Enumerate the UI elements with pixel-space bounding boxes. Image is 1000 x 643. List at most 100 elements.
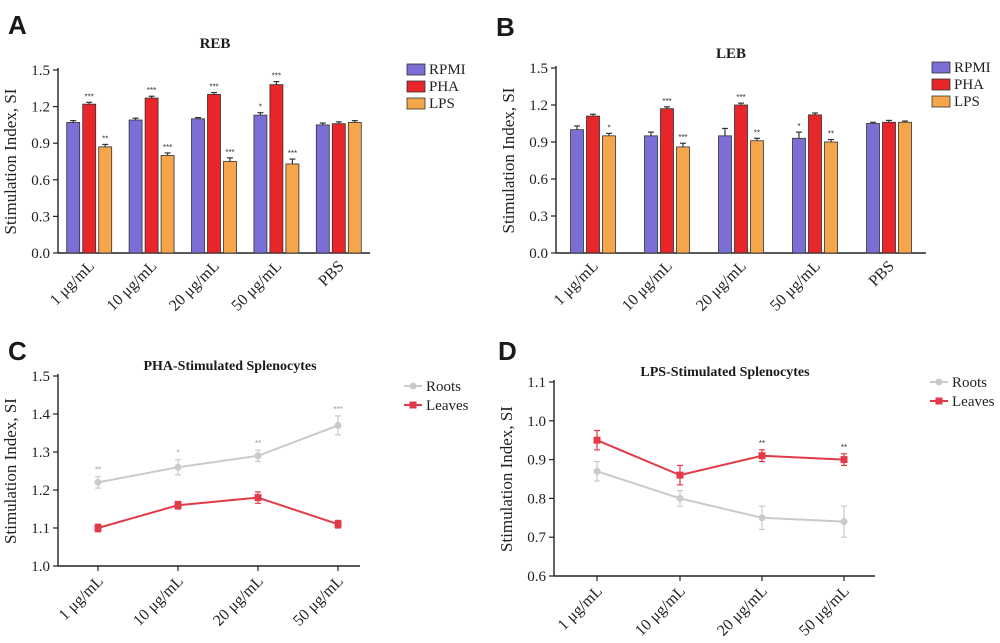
data-point <box>254 494 262 502</box>
legend-swatch <box>931 78 951 91</box>
legend-label: LPS <box>429 96 455 112</box>
y-tick-label: 1.1 <box>31 521 50 537</box>
bar <box>347 122 362 254</box>
data-point <box>758 452 766 460</box>
x-tick-label: 50 μg/mL <box>796 583 853 640</box>
x-tick-label: 10 μg/mL <box>104 258 161 315</box>
legend-label: LPS <box>954 94 980 110</box>
significance-marker: *** <box>662 97 671 106</box>
x-tick-label: 10 μg/mL <box>619 258 676 315</box>
data-point <box>174 463 182 471</box>
y-axis-label: Stimulation Index, SI <box>1 88 20 234</box>
chart-title: PHA-Stimulated Splenocytes <box>143 359 317 374</box>
series-line <box>97 496 339 529</box>
significance-marker: * <box>259 103 262 112</box>
y-axis-label: Stimulation Index, SI <box>1 398 20 544</box>
x-tick-label: 1 μg/mL <box>555 583 606 634</box>
x-tick-label: 50 μg/mL <box>767 258 824 315</box>
bar <box>792 137 806 254</box>
data-point <box>758 514 766 522</box>
bar <box>898 121 912 254</box>
series-line <box>596 470 845 523</box>
bar <box>676 146 690 254</box>
x-tick-label: 20 μg/mL <box>693 258 750 315</box>
y-tick-label: 1.0 <box>527 414 546 430</box>
significance-marker: ** <box>102 134 108 143</box>
data-point <box>334 520 342 528</box>
y-tick-label: 0.9 <box>529 135 548 151</box>
data-point <box>676 494 684 502</box>
bar <box>331 123 346 254</box>
y-tick-label: 1.0 <box>31 559 50 575</box>
data-point <box>676 471 684 479</box>
bar <box>315 124 330 254</box>
data-point <box>174 501 182 509</box>
y-axis-label: Stimulation Index, SI <box>497 406 516 552</box>
bar <box>253 114 268 254</box>
panel-letter-d: D <box>498 336 517 366</box>
x-tick-label: 1 μg/mL <box>47 258 98 309</box>
y-tick-label: 1.1 <box>527 375 546 391</box>
x-tick-label: 20 μg/mL <box>714 583 771 640</box>
legend-marker <box>935 378 943 386</box>
legend-label: RPMI <box>429 62 466 78</box>
significance-marker: ** <box>759 439 765 448</box>
significance-marker: * <box>176 449 179 458</box>
y-tick-label: 0.8 <box>527 491 546 507</box>
y-tick-label: 1.2 <box>31 483 50 499</box>
data-point <box>593 436 601 444</box>
bar <box>160 154 175 254</box>
y-tick-label: 0.6 <box>527 569 546 585</box>
significance-marker: * <box>797 122 800 131</box>
y-tick-label: 0.3 <box>31 209 50 225</box>
bar <box>750 140 764 254</box>
y-tick-label: 1.5 <box>529 61 548 77</box>
legend-label: RPMI <box>954 60 991 76</box>
legend-marker <box>409 401 417 409</box>
chart-title: LEB <box>716 46 746 62</box>
x-tick-label: 20 μg/mL <box>166 258 223 315</box>
bar <box>660 108 674 254</box>
bar <box>144 97 159 254</box>
bar <box>269 84 284 254</box>
significance-marker: *** <box>678 133 687 142</box>
significance-marker: *** <box>147 86 156 95</box>
data-point <box>840 456 848 464</box>
y-tick-label: 0.6 <box>31 173 50 189</box>
legend-swatch <box>406 97 426 110</box>
legend-swatch <box>406 80 426 93</box>
y-tick-label: 0.9 <box>31 136 50 152</box>
bar <box>223 161 237 254</box>
chart-c: 1.0 1.1 1.2 1.3 1.4 1.5 PHA-Stimulated Splenoc… <box>1 359 469 630</box>
x-tick-label: 20 μg/mL <box>210 573 267 630</box>
x-tick-label: 1 μg/mL <box>551 258 602 309</box>
legend-marker <box>409 382 417 390</box>
bar <box>285 163 300 254</box>
bar <box>882 121 896 254</box>
y-tick-label: 1.5 <box>31 369 50 385</box>
significance-marker: ** <box>255 439 261 448</box>
chart-d: 0.6 0.7 0.8 0.9 1.0 1.1 LPS-Stimulated Splenoc… <box>497 365 995 640</box>
y-tick-label: 0.0 <box>31 246 50 262</box>
data-point <box>94 478 102 486</box>
significance-marker: *** <box>333 405 342 414</box>
significance-marker: *** <box>736 93 745 102</box>
x-tick-label: 10 μg/mL <box>632 583 689 640</box>
legend-label: PHA <box>429 79 459 95</box>
data-point <box>593 467 601 475</box>
x-tick-label: 10 μg/mL <box>130 573 187 630</box>
bar <box>82 103 97 254</box>
significance-marker: *** <box>163 143 172 152</box>
significance-marker: *** <box>288 149 297 158</box>
legend-marker <box>935 397 943 405</box>
y-tick-label: 1.2 <box>529 98 548 114</box>
significance-marker: ** <box>95 466 101 475</box>
bar <box>586 115 600 254</box>
legend-label: Roots <box>426 379 461 395</box>
y-tick-label: 1.3 <box>31 445 50 461</box>
x-tick-label: 1 μg/mL <box>56 573 107 624</box>
legend-swatch <box>931 61 951 74</box>
x-tick-label: PBS <box>315 258 347 290</box>
bar <box>734 104 748 254</box>
